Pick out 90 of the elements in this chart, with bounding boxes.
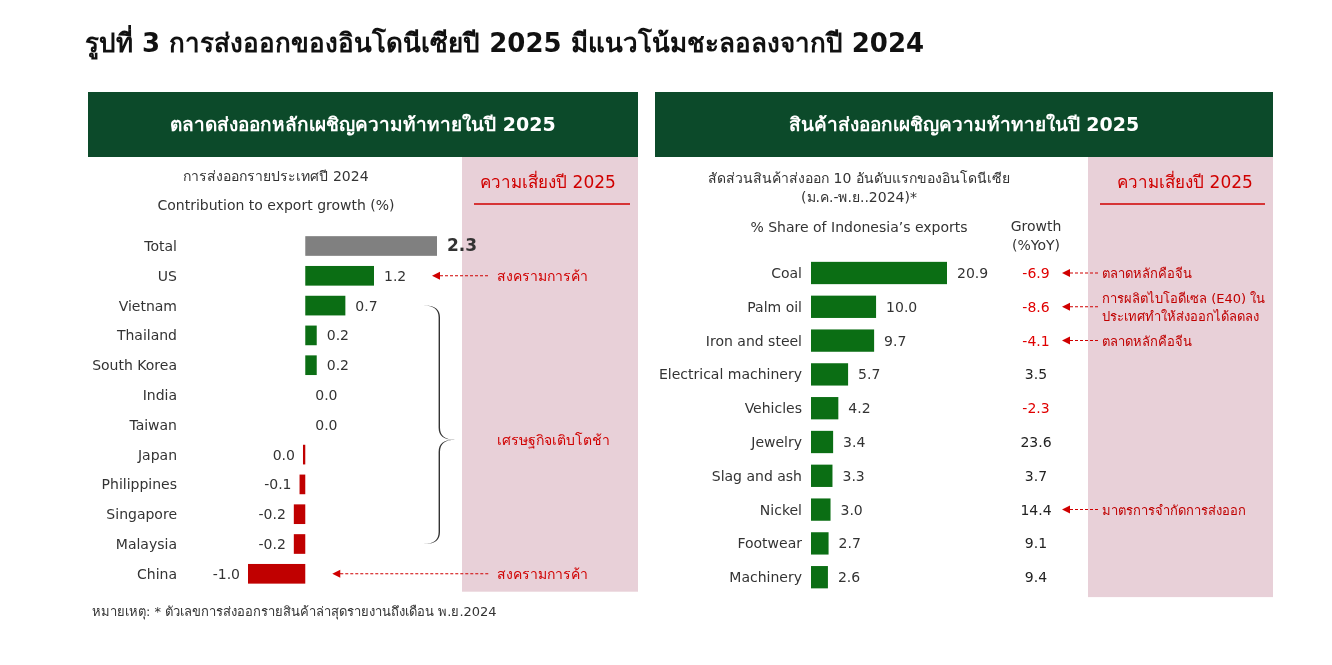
y-tick-label: South Korea — [92, 357, 177, 374]
data-label: 0.0 — [272, 446, 295, 463]
text: มาตรการจำกัดการส่งออก — [1102, 502, 1246, 518]
y-tick-label: China — [137, 565, 177, 582]
bar — [305, 325, 317, 346]
bar — [811, 261, 947, 285]
data-label: 3.0 — [840, 501, 863, 518]
data-label: 3.4 — [843, 434, 866, 450]
data-label: -4.1 — [1022, 332, 1050, 349]
data-label: 9.1 — [1024, 535, 1048, 552]
bar — [811, 295, 877, 318]
bar — [293, 534, 306, 554]
data-label: 9.4 — [1024, 569, 1048, 586]
y-tick-label: Machinery — [729, 569, 802, 586]
text: สงครามการค้า — [497, 565, 588, 582]
bar — [305, 295, 346, 316]
data-label: -6.9 — [1022, 265, 1050, 281]
y-tick-label: US — [157, 267, 178, 284]
data-label: 3.7 — [1024, 467, 1048, 484]
data-label: -0.1 — [264, 476, 292, 493]
y-tick-label: Total — [143, 238, 177, 254]
y-tick-label: Singapore — [106, 506, 177, 523]
data-label: -8.6 — [1022, 298, 1050, 315]
y-tick-label: Palm oil — [747, 298, 802, 315]
data-label: 9.7 — [884, 332, 907, 349]
y-tick-label: Footwear — [737, 535, 803, 552]
text: หมายเหตุ: * ตัวเลขการส่งออกรายสินค้าล่าสุดรายงานถึงเดือน พ.ย.2024 — [92, 604, 497, 620]
bar — [305, 265, 374, 286]
data-label: 0.0 — [315, 387, 338, 403]
bar — [811, 430, 834, 454]
text: รูปที่ 3 การส่งออกของอินโดนีเซียปี 2025 มีแนวโน้มชะลอลงจากปี 2024 — [85, 24, 925, 60]
bar — [811, 397, 839, 420]
x-axis-title: % Share of Indonesia’s exports — [750, 219, 968, 235]
y-tick-label: Japan — [136, 446, 177, 463]
y-tick-label: Taiwan — [128, 416, 177, 433]
text: Growth (%YoY) — [1010, 218, 1062, 253]
bar — [811, 498, 831, 521]
bar — [811, 532, 829, 555]
y-tick-label: India — [142, 387, 177, 403]
chart-title: สินค้าส่งออกเผชิญความท้าทายในปี 2025 — [788, 113, 1140, 136]
y-tick-label: Nickel — [759, 501, 802, 518]
y-tick-label: Vehicles — [744, 400, 802, 417]
bar — [248, 563, 306, 584]
y-tick-label: Slag and ash — [711, 467, 802, 484]
bar — [305, 236, 437, 256]
data-label: -0.2 — [258, 536, 286, 552]
y-tick-label: Malaysia — [115, 536, 177, 552]
y-tick-label: Coal — [771, 265, 802, 281]
data-label: 10.0 — [886, 298, 918, 315]
bar — [811, 363, 849, 386]
data-label: 14.4 — [1020, 501, 1052, 518]
bar — [293, 504, 306, 525]
text: เศรษฐกิจเติบโตช้า — [497, 431, 610, 449]
text: ความเสี่ยงปี 2025 — [480, 170, 616, 192]
data-label: 0.7 — [355, 297, 378, 314]
x-axis-title: Contribution to export growth (%) — [157, 197, 395, 213]
data-label: -2.3 — [1022, 400, 1050, 417]
y-tick-label: Thailand — [115, 327, 177, 344]
chart-subtitle: การส่งออกรายประเทศปี 2024 — [183, 168, 369, 184]
data-label: -0.2 — [258, 506, 286, 523]
bar — [811, 464, 833, 487]
y-tick-label: Philippines — [101, 476, 177, 493]
text: ความเสี่ยงปี 2025 — [1117, 170, 1253, 192]
data-label: 4.2 — [848, 400, 871, 417]
data-label: 2.3 — [447, 235, 478, 255]
y-tick-label: Electrical machinery — [658, 366, 802, 383]
y-tick-label: Iron and steel — [705, 332, 802, 349]
data-label: 3.5 — [1024, 366, 1048, 383]
data-label: 5.7 — [858, 366, 881, 383]
bar — [811, 566, 828, 589]
data-label: 20.9 — [957, 265, 989, 281]
text: สงครามการค้า — [497, 267, 588, 284]
y-tick-label: Vietnam — [118, 297, 177, 314]
data-label: 2.6 — [837, 569, 861, 586]
text: ตลาดหลักคือจีน — [1102, 266, 1192, 281]
data-label: 1.2 — [384, 267, 407, 284]
bar — [811, 329, 875, 352]
text: การผลิตไบโอดีเซล (E40) ใน ประเทศทำให้ส่งออกได้ลดลง — [1102, 290, 1266, 324]
chart-title: ตลาดส่งออกหลักเผชิญความท้าทายในปี 2025 — [170, 113, 556, 136]
data-label: 0.2 — [326, 357, 349, 374]
data-label: 2.7 — [838, 535, 861, 552]
data-label: 0.0 — [315, 416, 338, 433]
data-label: 0.2 — [326, 327, 349, 344]
data-label: 23.6 — [1020, 434, 1052, 450]
bar — [305, 355, 317, 376]
data-label: -1.0 — [212, 565, 240, 582]
data-label: 3.3 — [842, 467, 865, 484]
y-tick-label: Jewelry — [750, 434, 802, 450]
text: ตลาดหลักคือจีน — [1102, 333, 1192, 349]
chart-subtitle: สัดส่วนสินค้าส่งออก 10 อันดับแรกของอินโดนีเซีย (ม.ค.-พ.ย..2024)* — [708, 170, 1010, 205]
